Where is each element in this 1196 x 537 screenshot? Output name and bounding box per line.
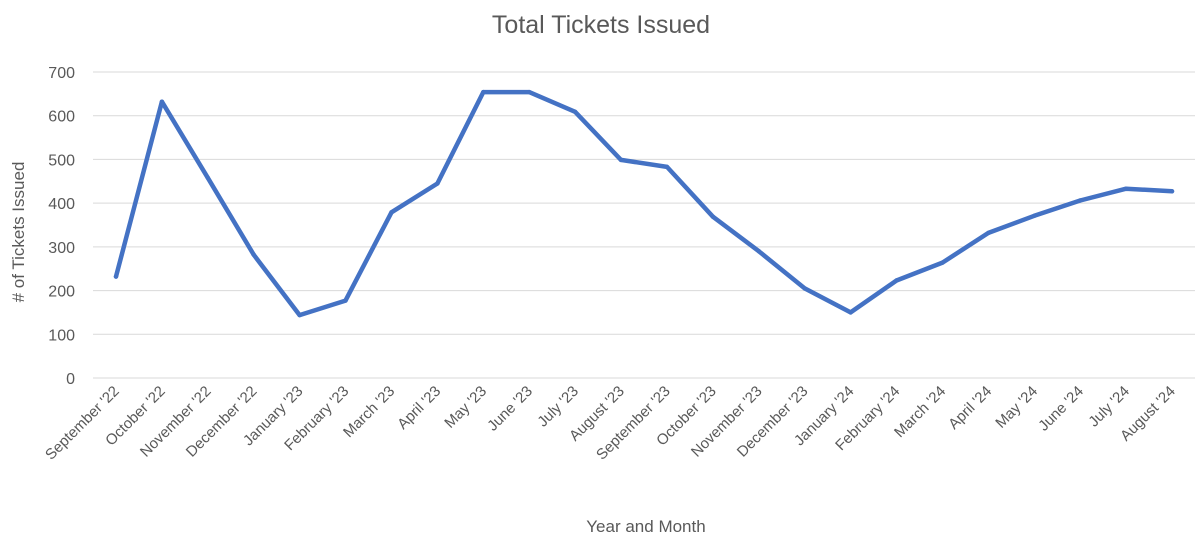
y-tick-label: 100: [48, 327, 75, 344]
data-point: [389, 210, 394, 215]
data-point: [481, 89, 486, 95]
data-point: [205, 175, 210, 180]
data-point: [618, 157, 624, 163]
data-point: [710, 214, 716, 219]
y-tick-label: 400: [48, 196, 75, 213]
data-point: [664, 164, 670, 170]
data-point: [251, 252, 256, 257]
data-point: [802, 286, 807, 291]
x-tick-label: September '22: [42, 383, 123, 464]
x-axis-title: Year and Month: [586, 517, 705, 536]
data-point: [940, 260, 945, 265]
data-point: [756, 249, 761, 254]
gridlines: [93, 71, 1195, 379]
data-point: [894, 278, 899, 283]
x-tick-label: April '23: [394, 383, 444, 433]
data-point: [343, 298, 348, 303]
data-point: [1169, 189, 1175, 194]
x-tick-label: June '23: [484, 383, 536, 435]
y-axis-title: # of Tickets Issued: [9, 162, 28, 303]
data-point: [297, 312, 302, 318]
data-point: [113, 274, 119, 279]
x-tick-label: April '24: [945, 383, 995, 433]
y-tick-label: 500: [48, 152, 75, 169]
y-tick-label: 0: [66, 371, 75, 388]
data-point: [1123, 186, 1129, 191]
y-tick-label: 700: [48, 65, 75, 82]
y-tick-label: 200: [48, 284, 75, 301]
x-tick-label: May '24: [992, 383, 1041, 432]
x-tick-label: May '23: [441, 383, 490, 432]
data-point: [435, 181, 440, 186]
data-point: [572, 109, 578, 115]
y-tick-label: 600: [48, 109, 75, 126]
y-tick-label: 300: [48, 240, 75, 257]
x-tick-label: June '24: [1035, 383, 1087, 435]
data-point: [1032, 213, 1037, 218]
data-point: [1078, 198, 1083, 203]
series-layer: [113, 89, 1175, 318]
chart-title: Total Tickets Issued: [492, 11, 710, 39]
data-point: [527, 89, 532, 95]
y-axis-ticks: 0 100 200 300 400 500 600 700: [48, 65, 75, 388]
data-point: [159, 99, 165, 104]
data-point: [848, 310, 853, 315]
data-point: [986, 230, 991, 236]
series-line: [113, 89, 1175, 318]
